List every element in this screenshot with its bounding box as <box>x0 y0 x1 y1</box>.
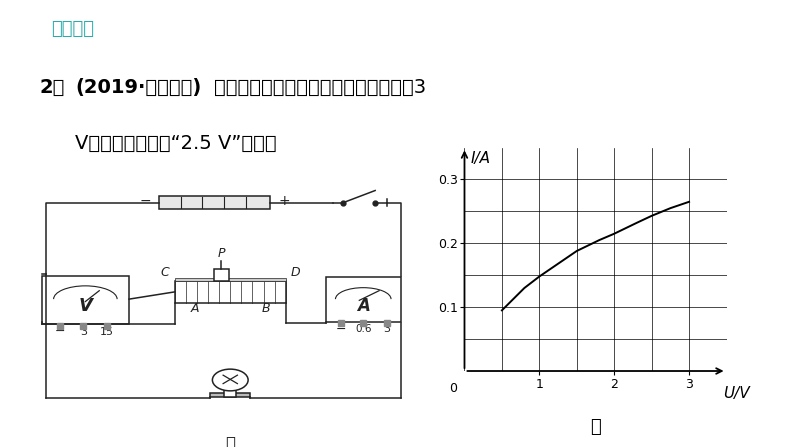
Text: 课堂导练: 课堂导练 <box>52 20 94 38</box>
Text: 15: 15 <box>100 327 114 337</box>
Bar <box>210 393 250 397</box>
Text: 3: 3 <box>384 325 391 334</box>
Circle shape <box>213 369 249 391</box>
Text: 3: 3 <box>80 327 87 337</box>
Text: A: A <box>357 297 370 316</box>
Text: D: D <box>291 266 301 279</box>
Bar <box>175 278 286 281</box>
Text: P: P <box>218 247 225 260</box>
Text: B: B <box>262 303 270 316</box>
Bar <box>225 388 237 397</box>
Text: 2．: 2． <box>40 78 65 97</box>
Text: −: − <box>139 194 151 208</box>
Text: 0: 0 <box>449 382 457 396</box>
Text: −: − <box>54 325 65 338</box>
Text: (2019·巴彦淖尔): (2019·巴彦淖尔) <box>75 78 202 97</box>
Text: C: C <box>160 266 169 279</box>
Bar <box>175 281 286 303</box>
Text: V: V <box>79 297 92 316</box>
Bar <box>214 269 229 281</box>
Text: A: A <box>191 303 198 316</box>
Bar <box>159 196 270 209</box>
Text: U/V: U/V <box>723 386 750 401</box>
Text: +: + <box>278 194 290 208</box>
Text: 甲: 甲 <box>225 435 235 447</box>
Text: I/A: I/A <box>471 151 491 166</box>
Text: −: − <box>336 323 347 336</box>
Text: V，小灯泡上标有“2.5 V”字样。: V，小灯泡上标有“2.5 V”字样。 <box>75 134 277 153</box>
Bar <box>326 278 401 322</box>
Text: 在测量小灯泡的电功率时，电源电压为3: 在测量小灯泡的电功率时，电源电压为3 <box>214 78 426 97</box>
Text: 乙: 乙 <box>590 418 601 436</box>
Bar <box>41 276 129 325</box>
Text: 0.6: 0.6 <box>355 325 372 334</box>
